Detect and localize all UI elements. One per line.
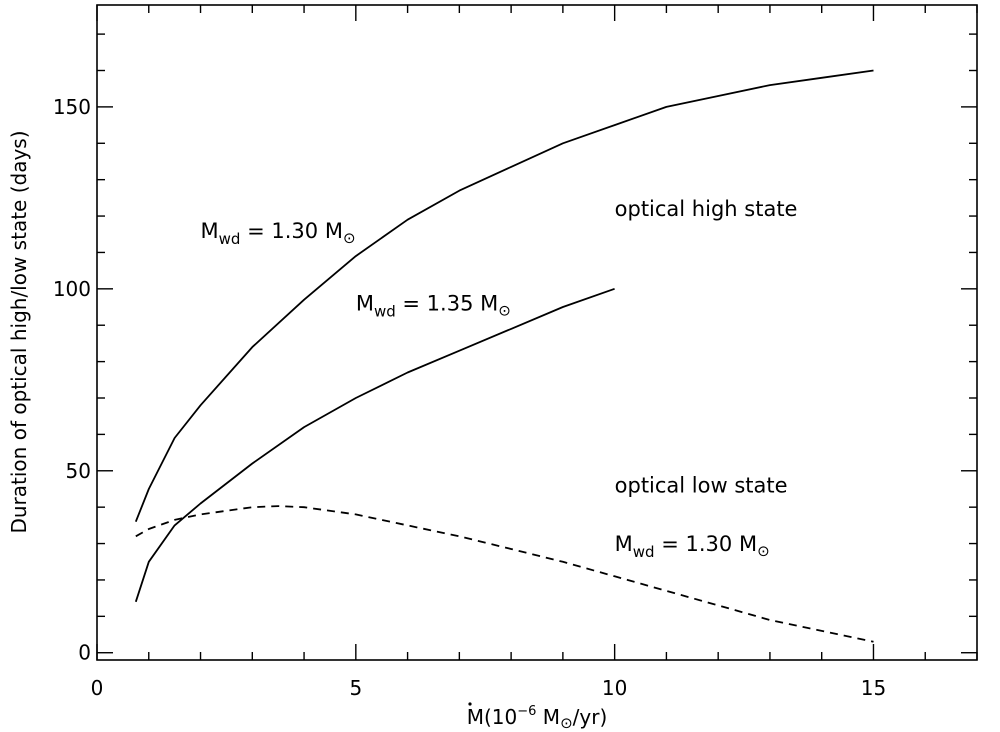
annotation-prefix: M: [356, 292, 374, 316]
annotations-group: Mwd = 1.30 M⊙Mwd = 1.35 M⊙optical high s…: [201, 197, 798, 561]
annotation-mwd-130-lower: Mwd = 1.30 M⊙: [615, 532, 770, 561]
x-axis-label-unit-symbol: ⊙: [560, 714, 573, 732]
annotation-text: = 1.30 M: [240, 219, 343, 243]
annotation-optical-high-state: optical high state: [615, 197, 798, 221]
x-tick-label: 5: [349, 676, 362, 700]
y-axis-label: Duration of optical high/low state (days…: [7, 130, 31, 533]
x-tick-label: 15: [861, 676, 886, 700]
series-line-2: [134, 287, 615, 603]
series-group: [134, 69, 874, 643]
x-axis-label-paren: (10: [484, 705, 517, 729]
annotation-subscript: wd: [633, 543, 655, 561]
axis-ticks: [96, 5, 978, 660]
sun-symbol: ⊙: [498, 302, 511, 320]
x-tick-label: 10: [602, 676, 627, 700]
x-axis-label-unit: M: [536, 705, 560, 729]
sun-symbol: ⊙: [343, 229, 356, 247]
x-axis-label-exponent: −6: [517, 704, 536, 719]
annotation-mwd-130-upper: Mwd = 1.30 M⊙: [201, 219, 356, 248]
x-axis-label-main: M: [467, 705, 484, 729]
annotation-prefix: M: [201, 219, 219, 243]
x-tick-label: 0: [91, 676, 104, 700]
annotation-mwd-135: Mwd = 1.35 M⊙: [356, 292, 511, 321]
y-tick-label: 150: [53, 95, 91, 119]
annotation-subscript: wd: [219, 230, 241, 248]
annotation-text: = 1.35 M: [396, 292, 499, 316]
x-axis-label-unit-tail: /yr): [573, 705, 608, 729]
sun-symbol: ⊙: [757, 542, 770, 560]
y-tick-label: 50: [66, 459, 91, 483]
series-line-3: [135, 505, 874, 643]
annotation-text: = 1.30 M: [655, 532, 758, 556]
x-axis-label-text: M(10−6 M⊙/yr): [467, 704, 608, 732]
plot-frame: [96, 4, 978, 661]
x-axis-label: M(10−6 M⊙/yr): [467, 702, 608, 732]
x-axis-label-dot: [468, 702, 472, 706]
annotation-optical-low-state: optical low state: [615, 474, 788, 498]
y-tick-label: 0: [78, 641, 91, 665]
y-tick-label: 100: [53, 277, 91, 301]
annotation-prefix: M: [615, 532, 633, 556]
annotation-subscript: wd: [374, 303, 396, 321]
series-line-1: [134, 69, 874, 523]
